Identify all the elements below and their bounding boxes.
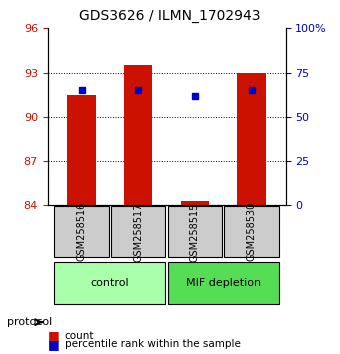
Bar — [54, 262, 166, 304]
Bar — [168, 262, 279, 304]
Text: count: count — [65, 331, 94, 341]
Bar — [237, 73, 266, 205]
Text: control: control — [91, 278, 129, 288]
Text: ■: ■ — [48, 329, 59, 342]
Text: ■: ■ — [48, 338, 59, 350]
Text: protocol: protocol — [7, 317, 52, 327]
Text: GSM258530: GSM258530 — [246, 202, 257, 262]
Text: MIF depletion: MIF depletion — [186, 278, 261, 288]
Bar — [181, 201, 209, 205]
Text: GSM258517: GSM258517 — [133, 202, 143, 262]
Bar — [224, 206, 279, 257]
Bar — [111, 206, 166, 257]
Text: GDS3626 / ILMN_1702943: GDS3626 / ILMN_1702943 — [79, 9, 261, 23]
Bar — [54, 206, 109, 257]
Text: GSM258515: GSM258515 — [190, 202, 200, 262]
Bar — [124, 65, 152, 205]
Text: percentile rank within the sample: percentile rank within the sample — [65, 339, 240, 349]
Bar — [67, 95, 96, 205]
Text: GSM258516: GSM258516 — [76, 202, 87, 262]
Bar — [168, 206, 222, 257]
